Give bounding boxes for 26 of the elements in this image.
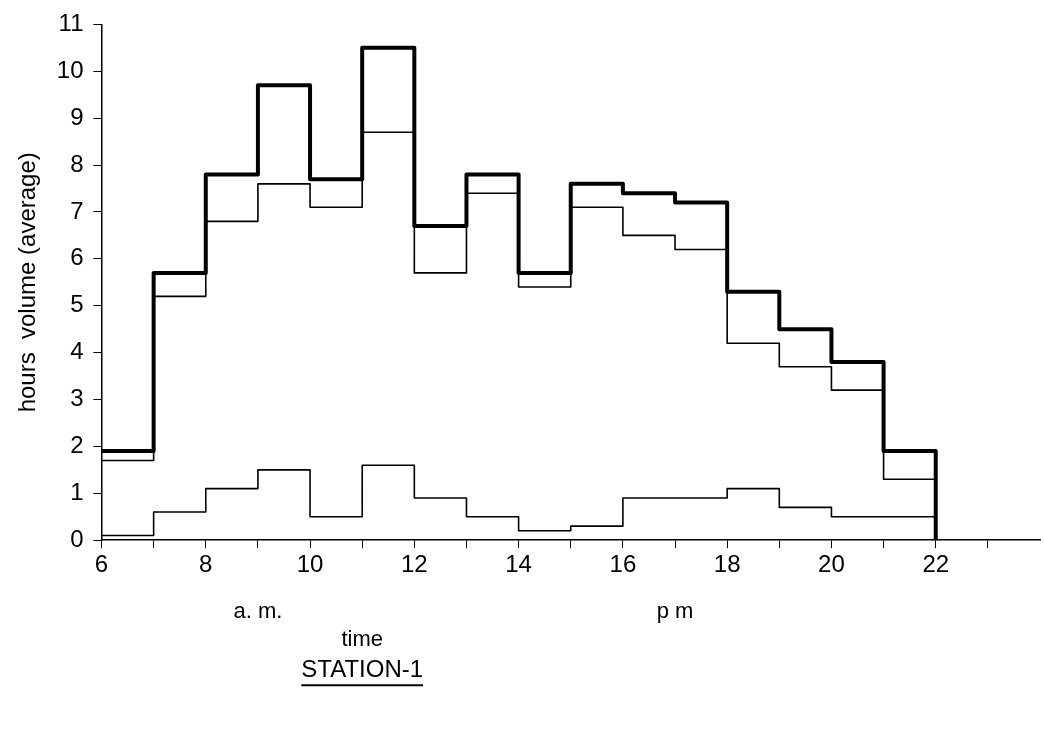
x-tick-label: 18	[713, 550, 741, 578]
y-tick-label: 8	[70, 149, 84, 177]
y-tick-label: 9	[70, 102, 84, 130]
x-tick-label: 10	[296, 550, 324, 578]
y-tick-label: 0	[70, 524, 84, 552]
y-tick-label: 6	[70, 243, 84, 271]
x-tick-label: 14	[505, 550, 532, 578]
x-axis-title: time	[341, 626, 383, 652]
y-tick-label: 5	[70, 290, 84, 318]
text: p m	[656, 598, 694, 624]
text: STATION-1	[301, 654, 424, 682]
x-tick-label: 20	[818, 550, 845, 578]
x-tick-label: 8	[199, 550, 213, 578]
y-tick-label: 4	[70, 337, 84, 365]
y-tick-label: 1	[70, 477, 84, 505]
y-axis-title: hours volume (average)	[13, 152, 41, 413]
y-tick-label: 2	[70, 431, 84, 459]
y-tick-label: 7	[70, 196, 84, 224]
x-tick-label: 16	[609, 550, 637, 578]
y-tick-label: 3	[70, 384, 84, 412]
x-tick-label: 22	[922, 550, 950, 578]
text: a. m.	[233, 598, 283, 624]
y-tick-label: 11	[58, 9, 84, 37]
x-tick-label: 6	[94, 550, 109, 578]
x-tick-label: 12	[400, 550, 428, 578]
y-tick-label: 10	[56, 55, 84, 83]
